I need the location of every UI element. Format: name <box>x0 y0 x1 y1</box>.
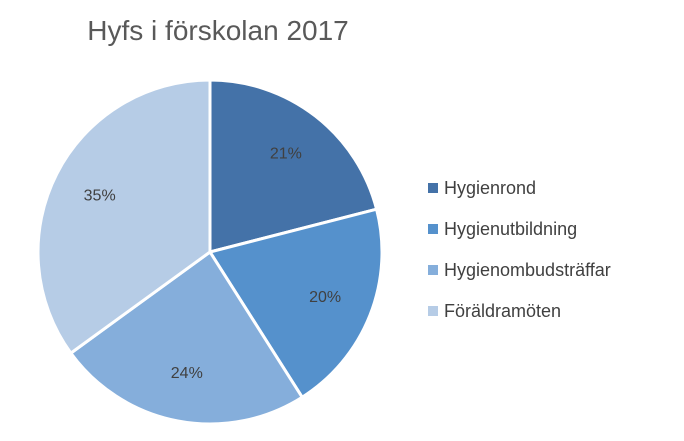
legend-label-hygienutbildning: Hygienutbildning <box>444 219 577 239</box>
pie-slice-hygienrond <box>208 78 379 254</box>
legend-swatch-hygienrond <box>428 183 438 193</box>
legend-swatch-hygienutbildning <box>428 224 438 234</box>
chart-legend: Hygienrond Hygienutbildning Hygienombudstr… <box>428 178 611 321</box>
data-label-hygienrond: 21% <box>270 146 302 163</box>
pie-slices <box>36 78 384 426</box>
legend-swatch-foraldramoten <box>428 306 438 316</box>
data-label-hygienombudstraffar: 24% <box>171 365 203 382</box>
data-label-hygienutbildning: 20% <box>309 289 341 306</box>
legend-label-hygienombudstraffar: Hygienombudsträffar <box>444 260 611 280</box>
legend-label-foraldramoten: Föräldramöten <box>444 301 561 321</box>
data-label-foraldramoten: 35% <box>84 187 116 204</box>
legend-label-hygienrond: Hygienrond <box>444 178 536 198</box>
pie-slice-hygienombudstraffar <box>69 250 304 426</box>
chart-title: Hyfs i förskolan 2017 <box>87 15 348 46</box>
pie-slice-foraldramoten <box>36 78 212 355</box>
pie-data-labels: 21% 20% 24% 35% <box>84 146 342 382</box>
pie-slice-hygienutbildning <box>208 207 384 399</box>
legend-swatch-hygienombudstraffar <box>428 265 438 275</box>
